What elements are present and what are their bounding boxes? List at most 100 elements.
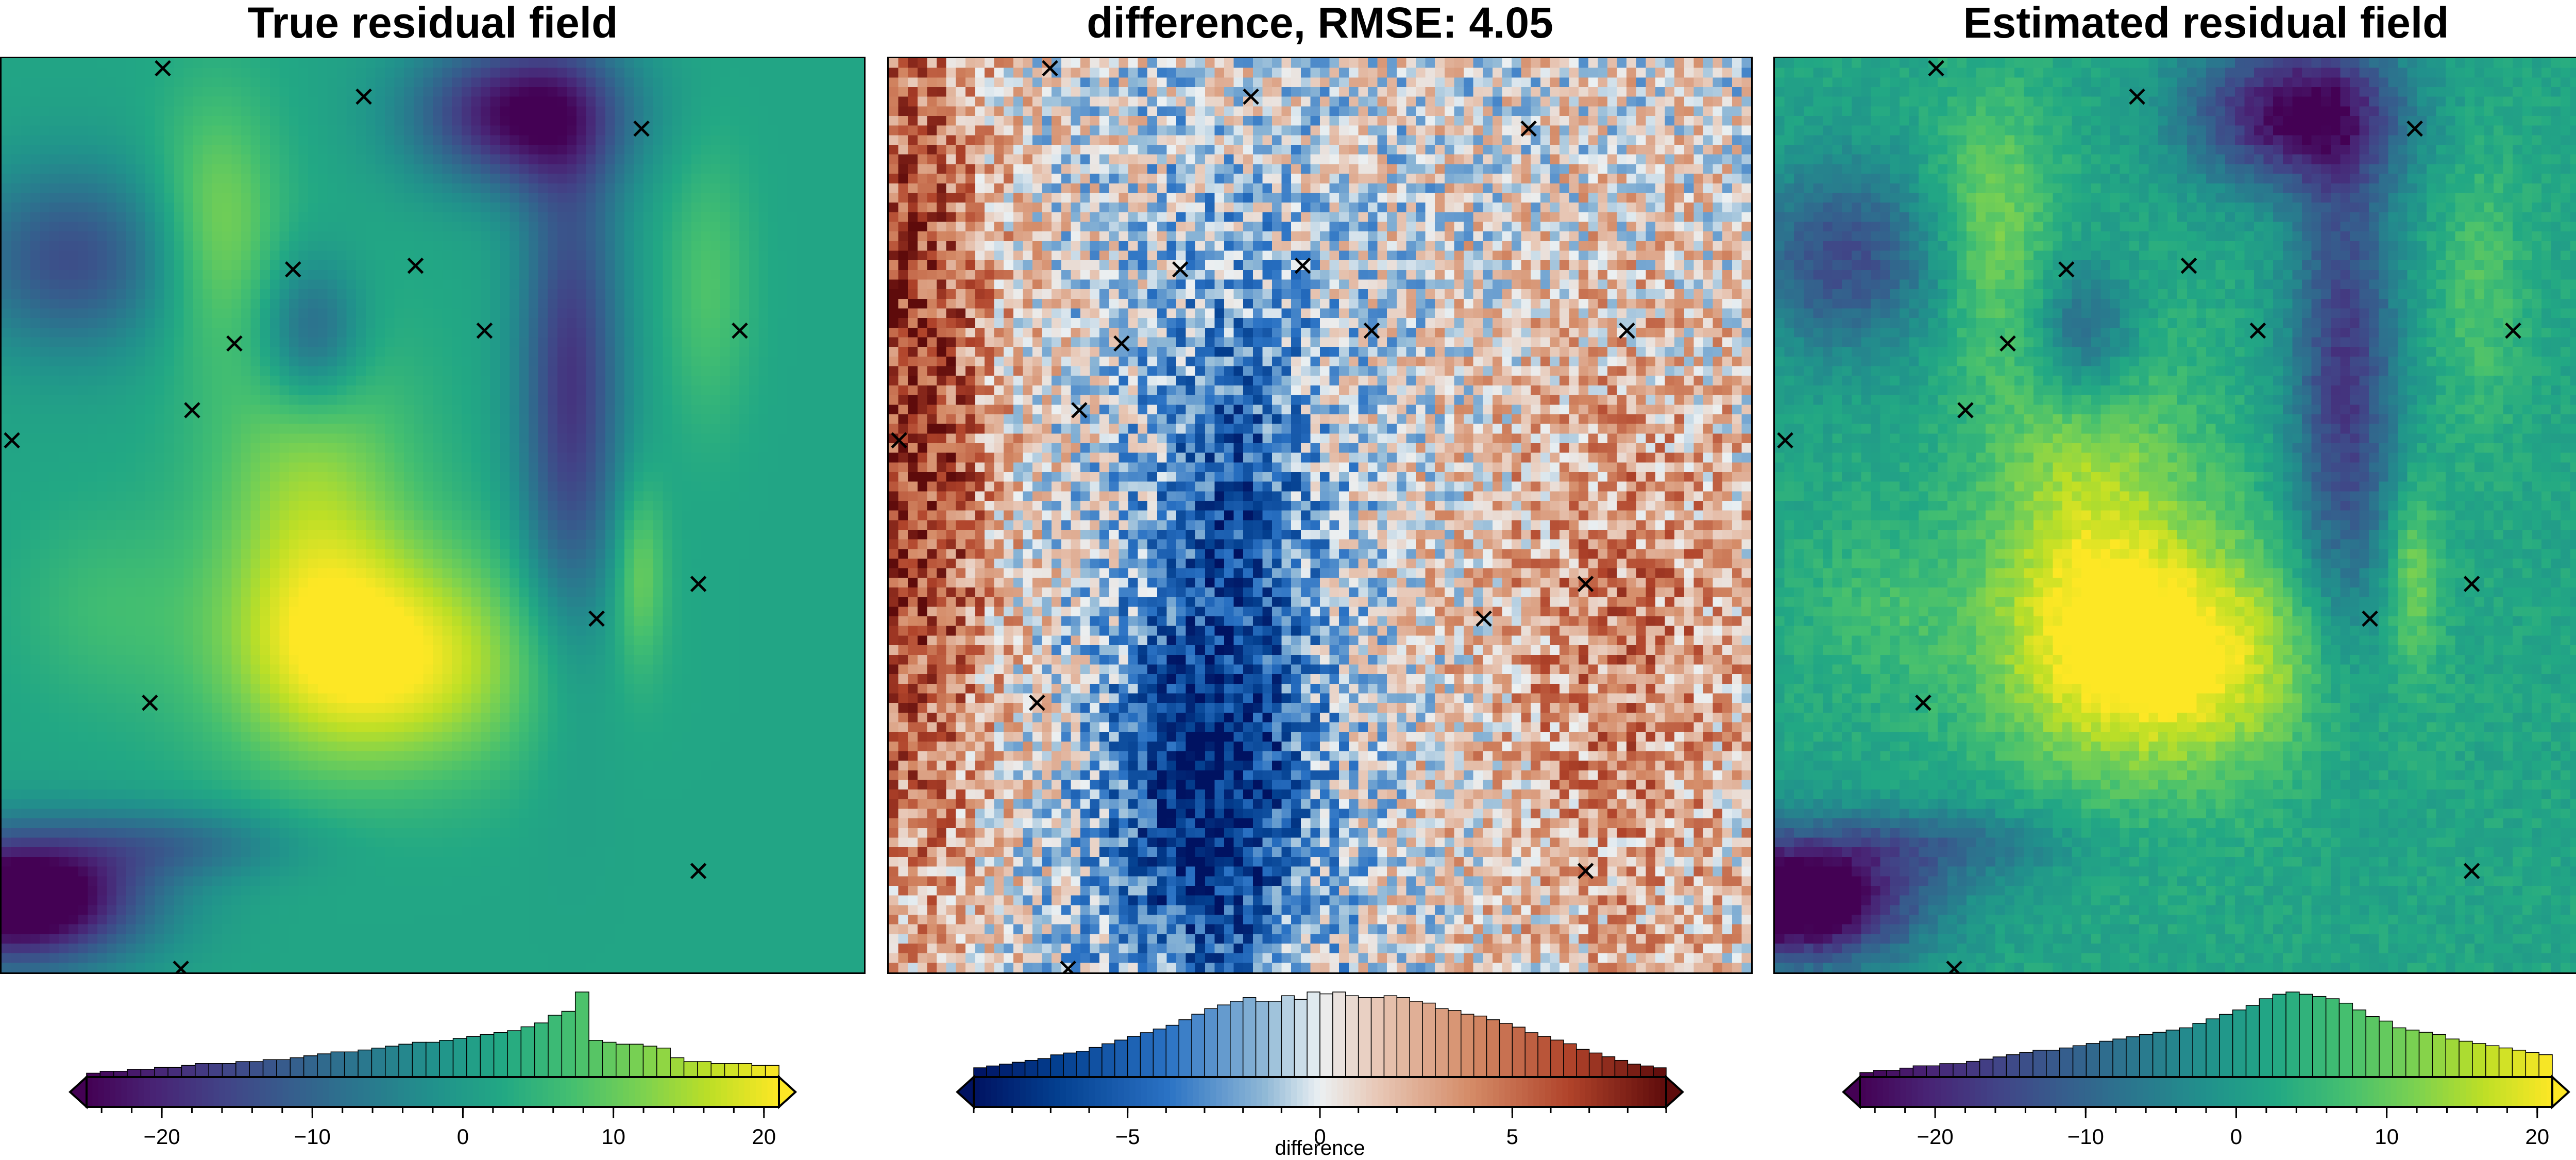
colorbar-swatch [1423,1077,1430,1107]
colorbar-swatch [1860,1077,1866,1107]
colorbar-swatch [2148,1077,2155,1107]
sample-point-marker [732,322,748,339]
sample-point-marker [588,610,605,627]
sample-point-marker [355,88,372,105]
colorbar-swatch [1383,1077,1389,1107]
histogram-bin [1524,1032,1538,1078]
colorbar-swatch [2477,1077,2484,1107]
colorbar-swatch [1285,1077,1292,1107]
histogram-bin [1255,1001,1269,1078]
colorbar-swatch [1129,1077,1136,1107]
colorbar-swatch [2235,1077,2241,1107]
colorbar-swatch [1343,1077,1349,1107]
histogram-bin [1332,991,1346,1078]
colorbar-swatch [87,1077,93,1107]
sample-point-marker [891,432,907,449]
colorbar-swatch [2333,1077,2340,1107]
colorbar-tick-label: 10 [2375,1124,2399,1149]
colorbar-swatch [1043,1077,1049,1107]
histogram-bin [2338,1002,2353,1078]
sample-point-marker [1577,576,1594,592]
colorbar-swatch [346,1077,352,1107]
colorbar-tick-label: −10 [2067,1124,2104,1149]
histogram-bin [1230,1001,1244,1078]
sample-point-marker [2463,863,2480,879]
histogram-bin [2538,1054,2553,1078]
colorbar-swatch [184,1077,191,1107]
colorbar-swatch [2431,1077,2437,1107]
map-frame [1773,57,2576,974]
colorbar-swatch [1406,1077,1413,1107]
colorbar-swatch [1987,1077,1993,1107]
colorbar-swatch [657,1077,664,1107]
histogram-bin [2485,1045,2500,1078]
histogram-bin [1409,1001,1423,1078]
colorbar-swatch [548,1077,554,1107]
histogram-bin [2099,1040,2113,1078]
colorbar-swatch [2338,1077,2345,1107]
histogram-bin [2179,1027,2193,1078]
colorbar-swatch [979,1077,986,1107]
colorbar-swatch [2523,1077,2530,1107]
histogram-bin [1512,1027,1526,1078]
histogram-bin [1966,1061,1980,1078]
colorbar-swatch [612,1077,618,1107]
colorbar-swatch [1562,1077,1569,1107]
colorbar-swatch [1320,1077,1326,1107]
colorbar-swatch [1158,1077,1165,1107]
colorbar-swatch [363,1077,370,1107]
colorbar-swatch [2488,1077,2495,1107]
panel-title: difference, RMSE: 4.05 [1087,0,1553,47]
sample-point-marker [1042,60,1058,77]
sample-point-marker [173,961,189,972]
colorbar-swatch [225,1077,231,1107]
histogram-bin [2245,1005,2260,1078]
colorbar-swatch [1216,1077,1223,1107]
sample-point-marker [2505,322,2521,339]
colorbar-swatch [1083,1077,1090,1107]
colorbar-swatch [1591,1077,1598,1107]
histogram-bin [1899,1067,1914,1078]
colorbar-swatch [1412,1077,1418,1107]
histogram-bin [208,1063,223,1078]
histogram-bin [385,1046,399,1078]
histogram-bin [290,1057,304,1078]
colorbar-swatch [1326,1077,1332,1107]
histogram-bin [1114,1039,1128,1078]
colorbar-swatch [2286,1077,2293,1107]
colorbar-swatch [2165,1077,2172,1107]
colorbar-swatch [1620,1077,1626,1107]
colorbar-swatch [202,1077,208,1107]
colorbar-swatch [2408,1077,2414,1107]
colorbar-swatch [190,1077,197,1107]
colorbar-swatch [2391,1077,2397,1107]
colorbar-swatch [1568,1077,1574,1107]
colorbar-swatch [2062,1077,2068,1107]
colorbar-swatch [1998,1077,2005,1107]
colorbar-swatch [1389,1077,1396,1107]
colorbar-swatch [277,1077,283,1107]
histogram-bin [1499,1023,1513,1078]
colorbar-swatch [2540,1077,2547,1107]
colorbar-swatch [2056,1077,2062,1107]
colorbar-swatch [404,1077,410,1107]
sample-point-marker [1294,257,1311,274]
heatmap-difference [889,58,1751,972]
colorbar-swatch [1135,1077,1142,1107]
colorbar-swatch [358,1077,364,1107]
histogram-bin [426,1041,440,1078]
colorbar-swatch [2275,1077,2282,1107]
colorbar-swatch [1969,1077,1976,1107]
histogram-bin [1614,1060,1629,1078]
histogram-bin [1178,1019,1192,1078]
colorbar-swatch [2466,1077,2472,1107]
colorbar-swatch [392,1077,399,1107]
colorbar-swatch [507,1077,514,1107]
colorbar-swatch [1946,1077,1953,1107]
colorbar-swatch [231,1077,237,1107]
histogram-bin [670,1057,685,1078]
colorbar-swatch [583,1077,589,1107]
colorbar-swatch [756,1077,762,1107]
sample-point-marker [1243,88,1259,105]
colorbar-swatch [1660,1077,1667,1107]
